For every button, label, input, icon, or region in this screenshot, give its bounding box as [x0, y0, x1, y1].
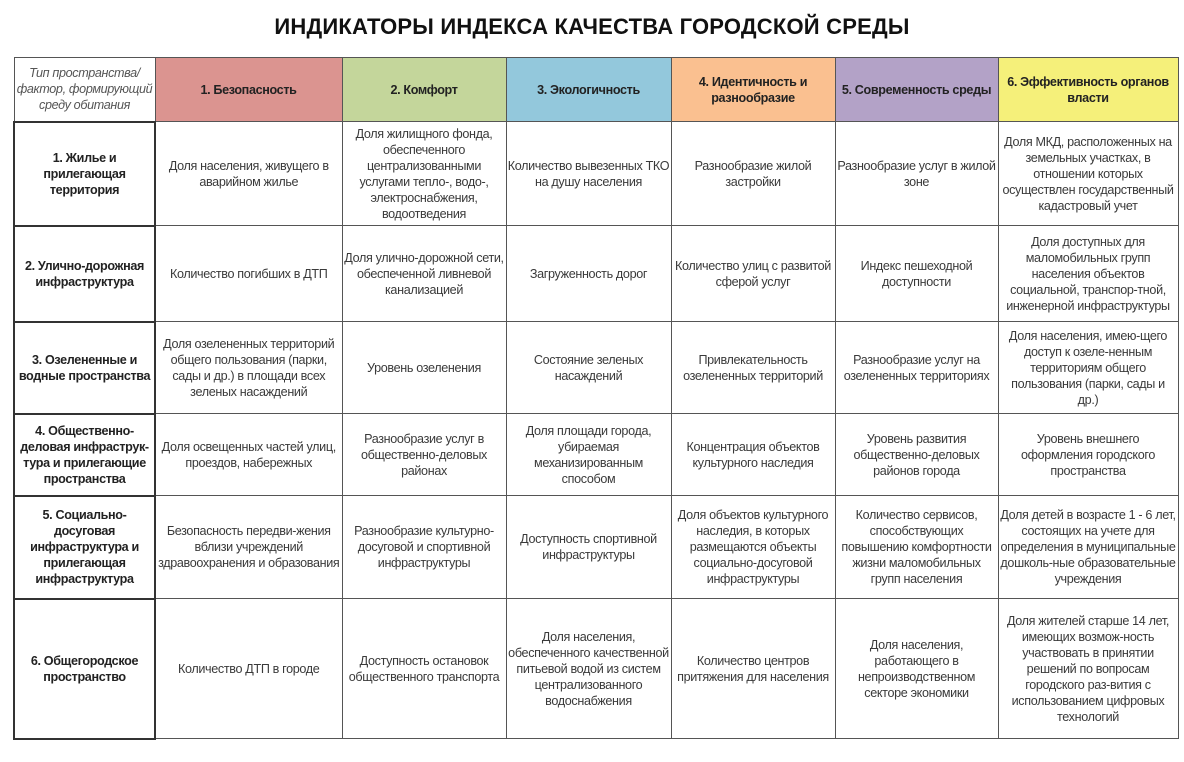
indicator-cell: Разнообразие услуг в общественно-деловых…: [341, 413, 507, 496]
indicator-cell: Доля населения, обеспеченного качественн…: [505, 598, 672, 739]
indicator-cell: Привлекательность озелененных территорий: [670, 321, 836, 414]
indicator-cell: Разнообразие культурно-досуговой и спорт…: [341, 495, 507, 599]
table-row: 6. Общегородское пространство Количество …: [13, 597, 1179, 740]
indicator-cell: Количество центров притяжения для населе…: [670, 598, 836, 739]
row-header: 4. Общественно-деловая инфраструк-тура и…: [13, 412, 156, 497]
indicator-cell: Доля населения, живущего в аварийном жил…: [154, 121, 343, 226]
indicator-cell: Доля улично-дорожной сети, обеспеченной …: [341, 225, 507, 322]
column-header: 6. Эффективность органов власти: [997, 57, 1179, 122]
table-row: 5. Социально-досуговая инфраструктура и …: [13, 494, 1179, 600]
indicator-cell: Доступность спортивной инфраструктуры: [505, 495, 672, 599]
row-header: 5. Социально-досуговая инфраструктура и …: [13, 494, 156, 600]
indicator-cell: Доля озелененных территорий общего польз…: [154, 321, 343, 414]
column-header: 4. Идентичность и разнообразие: [670, 57, 836, 122]
column-header: 2. Комфорт: [341, 57, 507, 122]
indicator-cell: Количество сервисов, способствующих повы…: [834, 495, 999, 599]
column-header: 1. Безопасность: [154, 57, 343, 122]
row-header: 1. Жилье и прилегающая территория: [13, 120, 156, 227]
indicator-cell: Концентрация объектов культурного наслед…: [670, 413, 836, 496]
indicator-cell: Доля освещенных частей улиц, проездов, н…: [154, 413, 343, 496]
indicator-cell: Индекс пешеходной доступности: [834, 225, 999, 322]
table-row: 4. Общественно-деловая инфраструк-тура и…: [13, 412, 1179, 497]
indicator-cell: Количество вывезенных ТКО на душу населе…: [505, 121, 672, 226]
indicator-cell: Количество погибших в ДТП: [154, 225, 343, 322]
table-row: 1. Жилье и прилегающая территория Доля на…: [13, 120, 1179, 227]
table-row: 3. Озелененные и водные пространства Доля…: [13, 320, 1179, 415]
indicator-cell: Доля населения, имею-щего доступ к озеле…: [997, 321, 1179, 414]
table-row: 2. Улично-дорожная инфраструктура Количес…: [13, 224, 1179, 323]
corner-header: Тип пространства/фактор, формирующий сре…: [13, 57, 156, 122]
indicator-cell: Доля жителей старше 14 лет, имеющих возм…: [997, 598, 1179, 739]
indicator-cell: Разнообразие услуг в жилой зоне: [834, 121, 999, 226]
row-header: 3. Озелененные и водные пространства: [13, 320, 156, 415]
indicator-cell: Безопасность передви-жения вблизи учрежд…: [154, 495, 343, 599]
indicator-cell: Уровень озеленения: [341, 321, 507, 414]
column-header: 3. Экологичность: [505, 57, 672, 122]
indicator-cell: Количество ДТП в городе: [154, 598, 343, 739]
indicator-cell: Доступность остановок общественного тран…: [341, 598, 507, 739]
row-header: 6. Общегородское пространство: [13, 597, 156, 740]
indicator-cell: Доля детей в возрасте 1 - 6 лет, состоящ…: [997, 495, 1179, 599]
indicator-cell: Разнообразие жилой застройки: [670, 121, 836, 226]
header-row: Тип пространства/фактор, формирующий сре…: [13, 57, 1179, 122]
indicator-cell: Доля жилищного фонда, обеспеченного цент…: [341, 121, 507, 226]
indicator-cell: Доля доступных для маломобильных групп н…: [997, 225, 1179, 322]
indicator-cell: Загруженность дорог: [505, 225, 672, 322]
indicator-cell: Доля МКД, расположенных на земельных уча…: [997, 121, 1179, 226]
row-header: 2. Улично-дорожная инфраструктура: [13, 224, 156, 323]
indicators-table: Тип пространства/фактор, формирующий сре…: [13, 57, 1179, 740]
indicator-cell: Разнообразие услуг на озелененных террит…: [834, 321, 999, 414]
indicator-cell: Доля площади города, убираемая механизир…: [505, 413, 672, 496]
indicator-cell: Количество улиц с развитой сферой услуг: [670, 225, 836, 322]
indicator-cell: Состояние зеленых насаждений: [505, 321, 672, 414]
page-title: ИНДИКАТОРЫ ИНДЕКСА КАЧЕСТВА ГОРОДСКОЙ СР…: [274, 14, 910, 39]
indicator-cell: Доля населения, работающего в непроизвод…: [834, 598, 999, 739]
indicator-cell: Уровень развития общественно-деловых рай…: [834, 413, 999, 496]
indicator-cell: Уровень внешнего оформления городского п…: [997, 413, 1179, 496]
column-header: 5. Современность среды: [834, 57, 999, 122]
indicator-cell: Доля объектов культурного наследия, в ко…: [670, 495, 836, 599]
